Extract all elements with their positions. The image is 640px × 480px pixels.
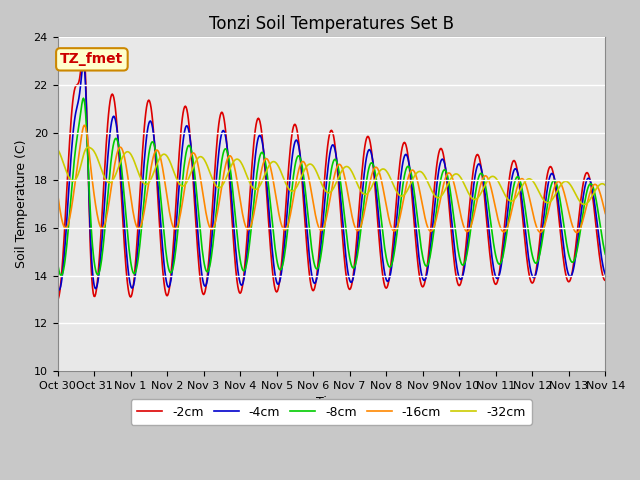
Legend: -2cm, -4cm, -8cm, -16cm, -32cm: -2cm, -4cm, -8cm, -16cm, -32cm bbox=[131, 399, 532, 425]
Text: TZ_fmet: TZ_fmet bbox=[60, 52, 124, 66]
-2cm bbox=[54, 297, 61, 302]
-2cm bbox=[324, 144, 332, 149]
-4cm bbox=[79, 61, 87, 67]
-4cm bbox=[432, 192, 440, 198]
-16cm bbox=[573, 229, 581, 235]
-2cm bbox=[198, 288, 206, 294]
-32cm bbox=[377, 167, 385, 173]
-32cm bbox=[431, 193, 439, 199]
-32cm bbox=[324, 190, 332, 195]
-4cm bbox=[553, 187, 561, 192]
-32cm bbox=[552, 191, 560, 196]
-4cm bbox=[602, 271, 609, 277]
-32cm bbox=[580, 202, 588, 207]
-16cm bbox=[80, 122, 88, 128]
-32cm bbox=[198, 154, 206, 160]
Line: -4cm: -4cm bbox=[58, 64, 605, 290]
-2cm bbox=[431, 180, 439, 185]
-4cm bbox=[175, 181, 183, 187]
-4cm bbox=[55, 287, 63, 293]
-16cm bbox=[377, 175, 385, 181]
-16cm bbox=[198, 186, 206, 192]
-8cm bbox=[54, 259, 61, 265]
-2cm bbox=[377, 256, 385, 262]
X-axis label: Time: Time bbox=[316, 396, 347, 409]
-2cm bbox=[552, 187, 560, 193]
-8cm bbox=[553, 181, 561, 187]
-8cm bbox=[378, 221, 385, 227]
-16cm bbox=[431, 221, 439, 227]
-8cm bbox=[602, 252, 609, 257]
-4cm bbox=[199, 277, 207, 283]
-32cm bbox=[54, 146, 61, 152]
-16cm bbox=[602, 211, 609, 216]
-4cm bbox=[378, 247, 385, 252]
-8cm bbox=[58, 273, 65, 278]
-32cm bbox=[175, 180, 182, 185]
-32cm bbox=[602, 182, 609, 188]
-16cm bbox=[175, 220, 182, 226]
-8cm bbox=[79, 96, 87, 101]
Line: -8cm: -8cm bbox=[58, 98, 605, 276]
Y-axis label: Soil Temperature (C): Soil Temperature (C) bbox=[15, 140, 28, 268]
-2cm bbox=[175, 161, 182, 167]
-4cm bbox=[54, 284, 61, 290]
-8cm bbox=[175, 212, 183, 218]
Line: -16cm: -16cm bbox=[58, 125, 605, 232]
-8cm bbox=[324, 188, 332, 194]
Title: Tonzi Soil Temperatures Set B: Tonzi Soil Temperatures Set B bbox=[209, 15, 454, 33]
-8cm bbox=[432, 213, 440, 219]
-2cm bbox=[602, 277, 609, 283]
-16cm bbox=[54, 190, 61, 196]
-2cm bbox=[79, 47, 87, 53]
-4cm bbox=[324, 161, 332, 167]
Line: -32cm: -32cm bbox=[58, 147, 605, 204]
-16cm bbox=[324, 209, 332, 215]
Line: -2cm: -2cm bbox=[58, 50, 605, 300]
-32cm bbox=[84, 144, 92, 150]
-16cm bbox=[552, 181, 560, 187]
-8cm bbox=[199, 252, 207, 258]
